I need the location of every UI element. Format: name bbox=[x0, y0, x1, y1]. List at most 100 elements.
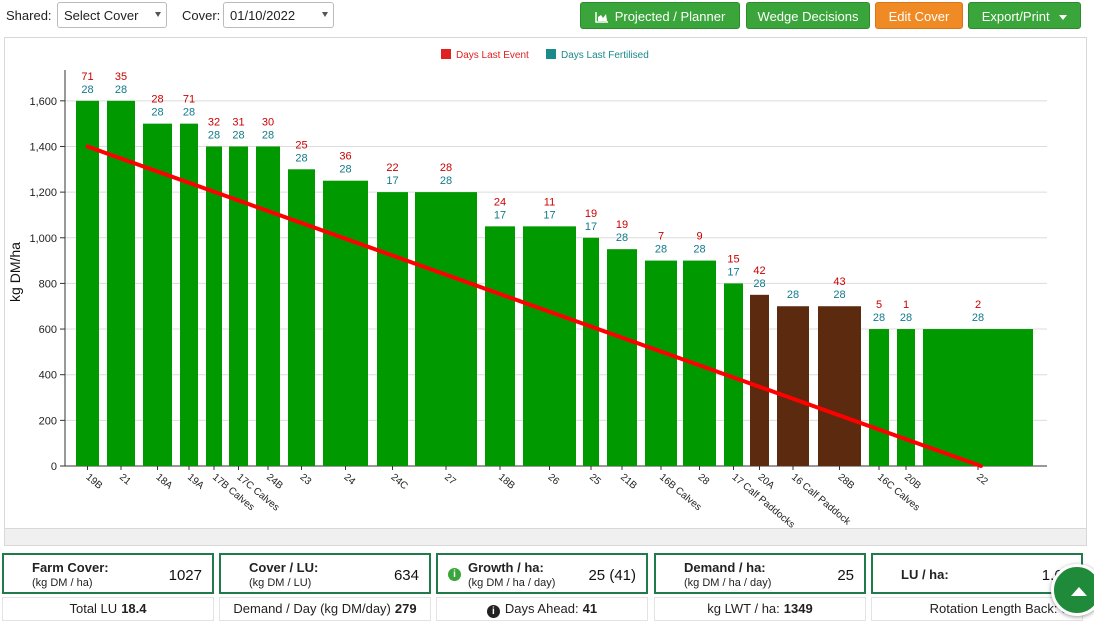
days-last-event-label: 71 bbox=[183, 94, 195, 106]
x-tick-label: 23 bbox=[298, 472, 314, 488]
cover-date-select[interactable]: 01/10/2022 bbox=[223, 2, 334, 28]
days-last-event-label: 1 bbox=[903, 299, 909, 311]
x-tick-label: 28 bbox=[696, 472, 712, 488]
days-last-event-label: 19 bbox=[616, 219, 628, 231]
days-last-event-label: 36 bbox=[339, 151, 351, 163]
scroll-to-top-button[interactable] bbox=[1051, 564, 1094, 616]
bar-16c-calves bbox=[869, 329, 889, 466]
bar-27 bbox=[415, 192, 477, 466]
days-last-fertilised-label: 28 bbox=[183, 107, 195, 119]
edit-cover-button[interactable]: Edit Cover bbox=[875, 2, 963, 29]
days-last-event-label: 71 bbox=[81, 71, 93, 83]
days-last-fertilised-label: 28 bbox=[900, 312, 912, 324]
days-last-event-label: 7 bbox=[658, 231, 664, 243]
total-lu-row: Total LU 18.4 bbox=[2, 597, 214, 621]
total-lu-value: 18.4 bbox=[121, 601, 147, 616]
x-tick-label: 19B bbox=[84, 472, 105, 492]
x-tick-label: 26 bbox=[546, 472, 562, 488]
bar-24b bbox=[256, 146, 280, 466]
demand-per-day-label: Demand / Day (kg DM/day) bbox=[233, 601, 391, 616]
area-chart-icon bbox=[594, 12, 609, 23]
cover-date-value: 01/10/2022 bbox=[230, 8, 296, 23]
x-tick-label: 27 bbox=[442, 472, 458, 488]
farm-cover-unit: (kg DM / ha) bbox=[32, 577, 93, 589]
days-last-fertilised-label: 28 bbox=[295, 152, 307, 164]
days-last-event-label: 35 bbox=[115, 71, 127, 83]
bar-17c-calves bbox=[229, 146, 248, 466]
days-last-event-label: 5 bbox=[876, 299, 882, 311]
x-tick-label: 20B bbox=[902, 472, 923, 492]
y-tick-label: 400 bbox=[39, 370, 57, 382]
y-tick-label: 200 bbox=[39, 415, 57, 427]
days-last-fertilised-label: 17 bbox=[386, 175, 398, 187]
lu-per-ha-box: LU / ha: 1.65 bbox=[871, 553, 1083, 594]
cover-per-lu-box: Cover / LU: (kg DM / LU) 634 bbox=[219, 553, 431, 594]
days-last-event-label: 30 bbox=[262, 116, 274, 128]
y-axis-title: kg DM/ha bbox=[7, 242, 23, 302]
bar-18a bbox=[143, 123, 172, 466]
kg-lwt-row: kg LWT / ha: 1349 bbox=[654, 597, 866, 621]
export-print-button[interactable]: Export/Print bbox=[968, 2, 1081, 29]
days-last-event-label: 25 bbox=[295, 139, 307, 151]
bar-23 bbox=[288, 169, 315, 466]
x-tick-label: 21 bbox=[117, 472, 133, 488]
days-last-fertilised-label: 28 bbox=[208, 129, 220, 141]
wedge-decisions-button[interactable]: Wedge Decisions bbox=[746, 2, 870, 29]
days-last-event-label: 28 bbox=[151, 94, 163, 106]
demand-per-day-value: 279 bbox=[394, 601, 417, 616]
legend-swatch bbox=[546, 49, 556, 59]
caret-down-icon bbox=[1059, 15, 1068, 21]
days-last-fertilised-label: 28 bbox=[693, 244, 705, 256]
projected-planner-button[interactable]: Projected / Planner bbox=[580, 2, 740, 29]
days-last-event-label: 42 bbox=[753, 265, 765, 277]
x-tick-label: 18B bbox=[496, 472, 517, 492]
kg-lwt-value: 1349 bbox=[783, 601, 813, 616]
x-tick-label: 19A bbox=[185, 472, 206, 492]
days-last-fertilised-label: 28 bbox=[440, 175, 452, 187]
info-icon[interactable]: i bbox=[448, 568, 461, 581]
x-tick-label: 28B bbox=[836, 472, 857, 492]
x-tick-label: 22 bbox=[974, 472, 990, 488]
days-last-event-label: 11 bbox=[544, 196, 555, 208]
cover-per-lu-title: Cover / LU: bbox=[249, 560, 319, 575]
y-tick-label: 0 bbox=[51, 461, 57, 473]
demand-per-ha-title: Demand / ha: bbox=[684, 560, 766, 575]
bar-18b bbox=[485, 226, 515, 466]
bar-16-calf-paddock bbox=[777, 306, 809, 466]
shared-select[interactable]: Select Cover bbox=[57, 2, 167, 28]
days-last-fertilised-label: 17 bbox=[585, 221, 597, 233]
days-last-fertilised-label: 28 bbox=[115, 84, 127, 96]
bar-16b-calves bbox=[645, 260, 677, 466]
days-last-fertilised-label: 28 bbox=[873, 312, 885, 324]
days-last-event-label: 32 bbox=[208, 116, 220, 128]
bar-19b bbox=[76, 100, 99, 466]
x-tick-label: 25 bbox=[587, 472, 603, 488]
days-last-fertilised-label: 17 bbox=[494, 209, 506, 221]
chevron-down-icon bbox=[322, 12, 328, 17]
legend-label: Days Last Fertilised bbox=[561, 50, 649, 61]
x-tick-label: 21B bbox=[618, 472, 639, 492]
y-tick-label: 1,000 bbox=[29, 233, 57, 245]
bar-21b bbox=[607, 249, 637, 466]
days-last-fertilised-label: 28 bbox=[655, 244, 667, 256]
farm-cover-box: Farm Cover: (kg DM / ha) 1027 bbox=[2, 553, 214, 594]
bar-17-calf-paddocks bbox=[724, 283, 743, 466]
lu-per-ha-title: LU / ha: bbox=[901, 567, 949, 582]
days-last-event-label: 24 bbox=[494, 196, 506, 208]
days-last-event-label: 9 bbox=[696, 231, 702, 243]
days-last-event-label: 43 bbox=[833, 276, 845, 288]
days-last-fertilised-label: 17 bbox=[727, 266, 739, 278]
target-wedge-line bbox=[85, 144, 983, 468]
x-tick-label: 24B bbox=[264, 472, 285, 492]
days-last-fertilised-label: 28 bbox=[753, 278, 765, 290]
y-tick-label: 1,600 bbox=[29, 96, 57, 108]
legend-label: Days Last Event bbox=[456, 50, 529, 61]
days-last-fertilised-label: 28 bbox=[262, 129, 274, 141]
cover-label: Cover: bbox=[182, 8, 221, 23]
days-last-fertilised-label: 28 bbox=[232, 129, 244, 141]
rotation-length-row: Rotation Length Back:39 bbox=[871, 597, 1083, 621]
y-tick-label: 1,400 bbox=[29, 141, 57, 153]
y-tick-label: 800 bbox=[39, 278, 57, 290]
info-icon[interactable]: i bbox=[486, 605, 500, 618]
shared-select-value: Select Cover bbox=[64, 8, 139, 23]
